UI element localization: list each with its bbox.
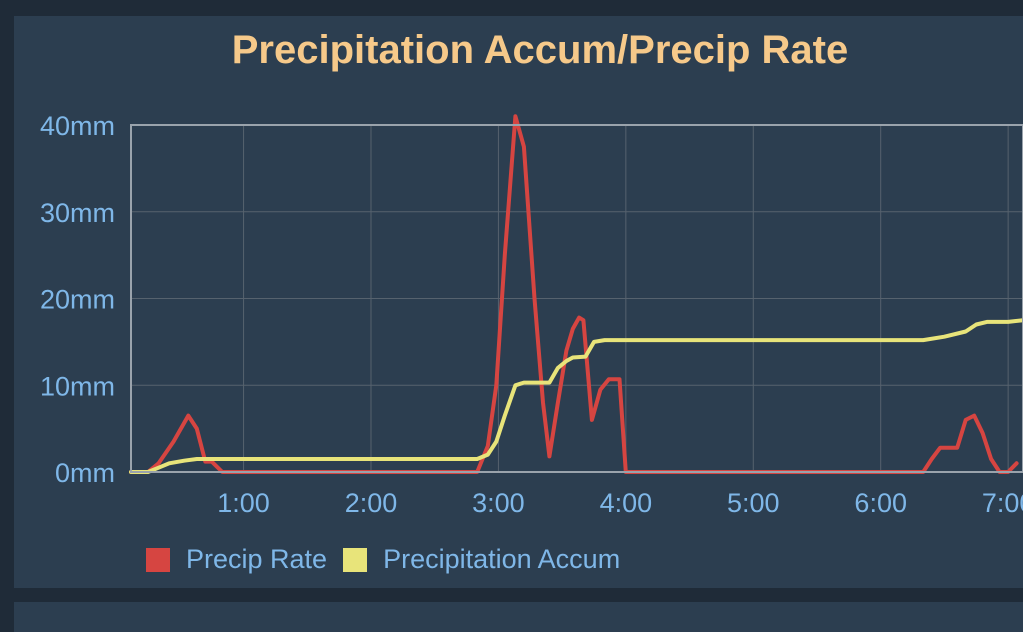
- chart-plot: 0mm 10mm 20mm 30mm 40mm 1:00 2:00 3:00 4:00 5:00…: [40, 111, 1023, 518]
- x-tick-label: 1:00: [217, 488, 270, 518]
- y-tick-label: 40mm: [40, 111, 115, 141]
- chart-title: Precipitation Accum/Precip Rate: [231, 28, 849, 72]
- legend: Precip Rate Precipitation Accum: [146, 544, 636, 575]
- x-tick-label: 7:00: [982, 488, 1023, 518]
- y-tick-label: 30mm: [40, 198, 115, 228]
- legend-item-precip-rate[interactable]: Precip Rate: [146, 544, 327, 575]
- x-tick-label: 6:00: [854, 488, 907, 518]
- legend-swatch-precip-rate: [146, 547, 170, 572]
- legend-label-precip-rate: Precip Rate: [186, 544, 328, 574]
- series-line-precip-rate: [129, 114, 1019, 474]
- chart-card: [14, 16, 1023, 588]
- x-tick-label: 4:00: [600, 488, 653, 518]
- y-tick-label: 20mm: [40, 285, 115, 315]
- legend-swatch-precip-accum: [343, 547, 368, 572]
- plot-frame: [130, 124, 1023, 473]
- y-tick-label: 0mm: [55, 458, 115, 488]
- x-tick-label: 5:00: [727, 488, 780, 518]
- x-tick-label: 3:00: [472, 488, 525, 518]
- series-line-precip-accum: [129, 318, 1023, 474]
- y-tick-label: 10mm: [40, 371, 115, 401]
- x-tick-label: 2:00: [345, 488, 398, 518]
- legend-label-precip-accum: Precipitation Accum: [383, 544, 621, 574]
- legend-item-precip-accum[interactable]: Precipitation Accum: [343, 544, 620, 575]
